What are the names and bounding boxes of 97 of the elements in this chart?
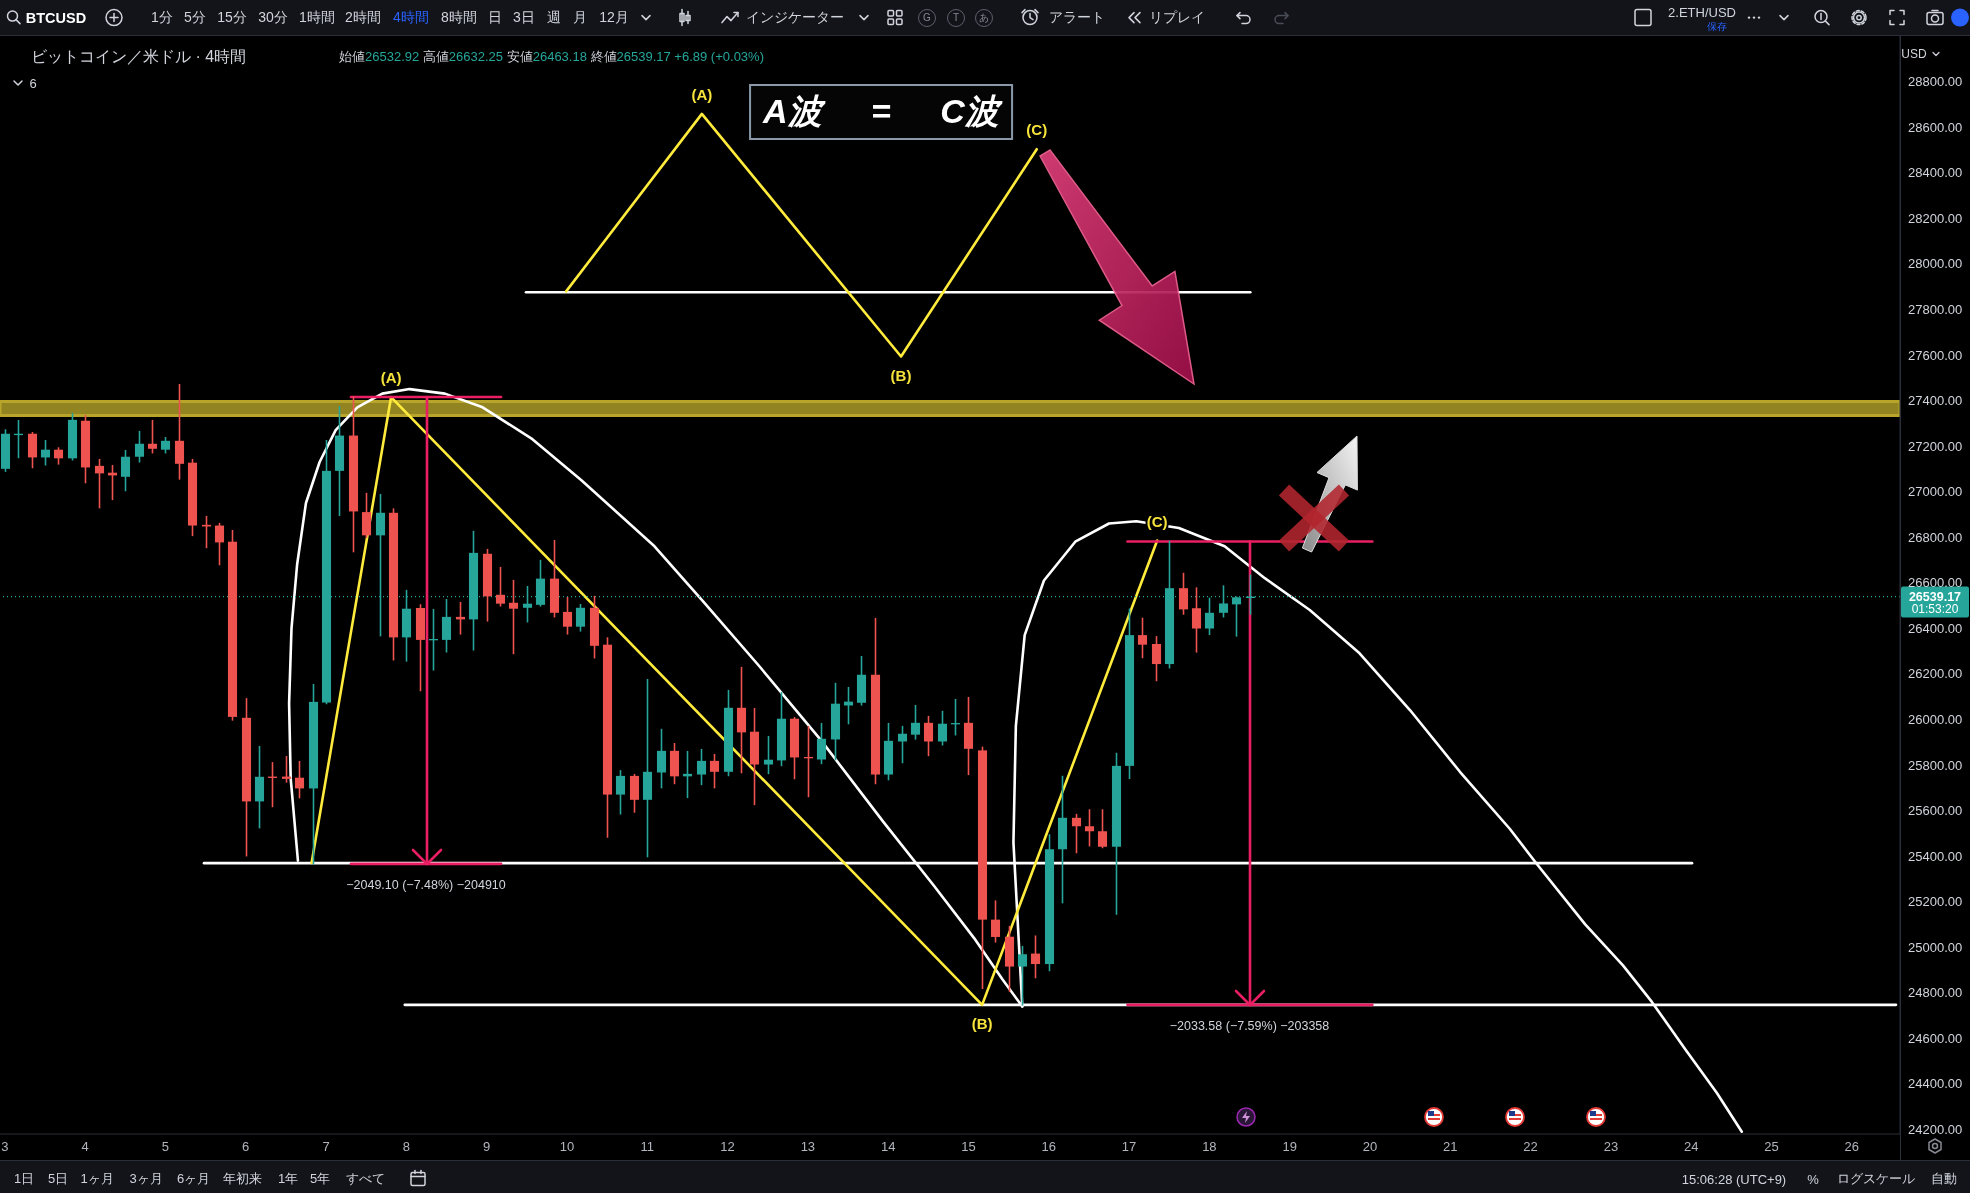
y-tick-label: 28000.00 (1908, 256, 1963, 272)
text: あ (975, 8, 993, 27)
text: 月 (573, 8, 587, 27)
x-tick-label: 10 (559, 1139, 575, 1155)
y-tick-label: 28800.00 (1908, 74, 1963, 90)
x-tick-label: 12 (720, 1139, 735, 1155)
x-tick-label: 13 (800, 1139, 816, 1155)
text: 8時間 (441, 8, 477, 27)
y-tick-label: 28600.00 (1908, 119, 1963, 135)
text: 3ヶ月 (129, 1169, 163, 1188)
y-tick-label: 27400.00 (1908, 393, 1963, 409)
x-tick-label: 17 (1121, 1139, 1137, 1155)
x-tick-label: 18 (1202, 1139, 1217, 1155)
x-tick-label: 19 (1282, 1139, 1297, 1155)
text: 5分 (184, 8, 206, 27)
x-tick-label: 21 (1443, 1139, 1458, 1155)
text: G (918, 8, 936, 27)
text: 3日 (513, 8, 535, 27)
x-tick-label: 15 (961, 1139, 976, 1155)
y-tick-label: 26400.00 (1908, 620, 1963, 636)
text: 年初来 (223, 1169, 262, 1188)
y-tick-label: 27000.00 (1908, 484, 1963, 500)
y-tick-label: 25000.00 (1908, 939, 1963, 955)
text: ログスケール (1837, 1169, 1915, 1188)
text: 2.ETH/USD (1668, 4, 1736, 20)
text: 日 (488, 8, 502, 27)
y-tick-label: 27200.00 (1908, 438, 1963, 454)
text: 12月 (599, 8, 629, 27)
x-tick-label: 24 (1683, 1139, 1699, 1155)
y-tick-label: 26200.00 (1908, 666, 1963, 682)
y-tick-label: 24800.00 (1908, 985, 1963, 1001)
y-tick-label: 27600.00 (1908, 347, 1963, 363)
x-tick-label: 25 (1764, 1139, 1779, 1155)
annotation: −2033.58 (−7.59%) −203358 (1169, 1019, 1330, 1034)
text: T (947, 8, 965, 27)
text: すべて (346, 1169, 386, 1188)
text: 1ヶ月 (80, 1169, 114, 1188)
text: 自動 (1931, 1169, 1957, 1188)
annotation: −2049.10 (−7.48%) −204910 (346, 878, 506, 893)
y-tick-label: 24400.00 (1908, 1076, 1963, 1092)
annotation: 6 (29, 75, 37, 91)
text: 1年 (277, 1169, 299, 1188)
text: 週 (547, 8, 561, 27)
ref-line-label: 26539.17 (1908, 589, 1962, 604)
text: 30分 (258, 8, 288, 27)
text: 4時間 (393, 8, 429, 27)
x-tick-label: 14 (880, 1139, 896, 1155)
x-tick-label: 23 (1603, 1139, 1619, 1155)
annotation: (B) (971, 1015, 993, 1033)
text: インジケーター (746, 8, 844, 27)
x-tick-label: 11 (640, 1139, 654, 1155)
x-tick-label: 4 (81, 1139, 89, 1155)
y-tick-label: 25600.00 (1908, 803, 1963, 819)
x-tick-label: 26 (1844, 1139, 1860, 1155)
y-tick-label: 28200.00 (1908, 210, 1963, 226)
x-tick-label: 8 (402, 1139, 410, 1155)
annotation: (B) (890, 366, 912, 384)
text: 2時間 (345, 8, 381, 27)
text: 1分 (151, 8, 173, 27)
x-tick-label: 16 (1041, 1139, 1057, 1155)
y-tick-label: 25400.00 (1908, 848, 1963, 864)
x-tick-label: 20 (1362, 1139, 1378, 1155)
x-tick-label: 6 (242, 1139, 250, 1155)
text: ビットコイン／米ドル · 4時間 (31, 46, 247, 67)
text: リプレイ (1149, 8, 1205, 27)
y-tick-label: 24200.00 (1908, 1122, 1963, 1138)
text: 1時間 (299, 8, 335, 27)
annotation: (C) (1026, 121, 1048, 139)
annotation: (A) (691, 86, 713, 104)
text: アラート (1049, 8, 1105, 27)
y-tick-label: 28400.00 (1908, 165, 1963, 181)
text: 始値26532.92 高値26632.25 安値26463.18 終値26539.17 +6.89 (+0.03%) (339, 48, 764, 64)
x-tick-label: 7 (322, 1139, 330, 1155)
text: 保存 (1707, 20, 1727, 34)
annotation: (A) (380, 369, 402, 387)
x-tick-label: 5 (161, 1139, 170, 1155)
y-tick-label: 27800.00 (1908, 301, 1963, 317)
text: 5年 (309, 1169, 331, 1188)
y-tick-label: 25800.00 (1908, 757, 1963, 773)
text: 15分 (217, 8, 247, 27)
y-tick-label: 24600.00 (1908, 1030, 1963, 1046)
y-tick-label: 25200.00 (1908, 894, 1963, 910)
text: BTCUSD (25, 9, 87, 26)
text: 15:06:28 (UTC+9) (1681, 1171, 1787, 1186)
text: 5日 (47, 1169, 69, 1188)
text: USD (1901, 47, 1927, 61)
y-tick-label: 26000.00 (1908, 712, 1963, 728)
annotation: A波 = C波 (749, 84, 1013, 140)
text: 6ヶ月 (176, 1169, 211, 1188)
y-tick-label: 26600.00 (1908, 575, 1963, 591)
x-tick-label: 9 (483, 1139, 491, 1155)
y-tick-label: 26800.00 (1908, 529, 1963, 545)
text: 01:53:20 (1911, 602, 1959, 616)
x-tick-label: 22 (1523, 1139, 1538, 1155)
text: % (1807, 1171, 1819, 1186)
text: 1日 (13, 1169, 35, 1188)
x-tick-label: 3 (1, 1139, 9, 1155)
